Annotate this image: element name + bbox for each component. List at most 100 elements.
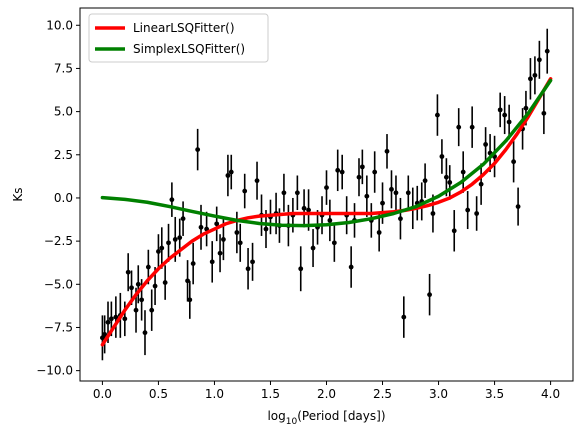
data-point <box>528 76 533 82</box>
data-point <box>324 185 329 190</box>
data-point <box>372 169 378 175</box>
data-point <box>152 283 158 289</box>
data-point <box>135 281 141 287</box>
y-tick-label: 7.5 <box>54 61 73 75</box>
data-point <box>237 240 243 246</box>
data-point <box>225 173 231 178</box>
data-point <box>443 174 449 180</box>
data-point <box>515 204 521 209</box>
data-point <box>187 297 193 303</box>
data-point <box>335 167 341 173</box>
data-point <box>523 105 529 111</box>
x-axis-label-prefix: log <box>267 409 285 423</box>
data-point <box>331 240 337 246</box>
data-point <box>541 110 547 116</box>
x-axis-label-suffix: (Period [days]) <box>297 409 385 423</box>
data-point <box>100 335 105 341</box>
series-line-simplex <box>100 78 553 228</box>
x-tick-label: 0.5 <box>149 387 168 401</box>
data-point <box>294 190 300 196</box>
data-point <box>465 207 471 213</box>
y-axis-label: Ks <box>11 187 25 201</box>
data-point <box>234 230 240 235</box>
x-axis-label-subscript: 10 <box>286 417 298 427</box>
data-point <box>364 193 370 199</box>
data-point <box>169 197 175 203</box>
data-point <box>339 169 345 175</box>
data-point <box>105 319 111 325</box>
legend-box <box>88 13 269 63</box>
data-point <box>281 190 287 196</box>
data-point <box>250 259 255 265</box>
data-point <box>389 186 394 192</box>
data-point <box>435 112 440 118</box>
y-tick-label: −2.5 <box>44 234 73 248</box>
data-point <box>145 264 151 270</box>
y-tick-label: −10.0 <box>36 364 73 378</box>
x-tick-label: 3.0 <box>429 387 448 401</box>
legend-label-simplex: SimplexLSQFitter() <box>133 42 245 56</box>
data-point <box>263 226 269 232</box>
y-tick-label: 10.0 <box>46 18 73 32</box>
data-point <box>405 190 411 196</box>
legend-label-linear: LinearLSQFitter() <box>133 21 235 35</box>
data-point <box>125 269 131 275</box>
y-tick-label: −5.0 <box>44 277 73 291</box>
x-tick-label: 2.5 <box>373 387 392 401</box>
data-point <box>447 180 453 185</box>
legend: LinearLSQFitter() SimplexLSQFitter() <box>88 13 269 63</box>
data-point <box>180 216 186 222</box>
data-point <box>478 181 484 187</box>
x-tick-label: 4.0 <box>541 387 560 401</box>
data-point <box>162 280 168 285</box>
y-tick-label: 5.0 <box>54 105 73 119</box>
data-point <box>422 178 428 184</box>
data-point <box>393 190 399 196</box>
data-point <box>122 316 128 322</box>
data-point <box>139 297 145 303</box>
data-point <box>221 236 226 242</box>
y-tick-label: 0.0 <box>54 191 73 205</box>
data-point <box>430 211 436 216</box>
data-point <box>185 278 190 284</box>
data-point <box>149 307 155 313</box>
x-tick-label: 2.0 <box>317 387 336 401</box>
data-point <box>156 249 161 254</box>
x-tick-label: 3.5 <box>485 387 504 401</box>
data-point <box>356 174 362 180</box>
data-point <box>376 230 382 235</box>
series-line-linear <box>100 77 553 347</box>
data-point <box>469 124 475 130</box>
data-point <box>298 266 304 272</box>
data-point <box>327 218 333 223</box>
data-point <box>102 331 108 337</box>
data-point <box>401 314 407 320</box>
data-point <box>217 250 223 256</box>
data-point <box>113 314 119 320</box>
data-point <box>474 211 480 216</box>
data-point <box>198 224 204 230</box>
data-point <box>497 107 503 113</box>
data-point <box>306 207 311 213</box>
data-point <box>254 178 260 184</box>
data-point <box>129 285 134 291</box>
data-point <box>384 148 390 154</box>
data-point <box>359 164 365 170</box>
data-point <box>451 228 457 234</box>
plot-area <box>100 28 553 361</box>
data-point <box>506 119 512 125</box>
data-point <box>544 48 550 54</box>
data-point <box>159 245 165 251</box>
y-tick-label: −7.5 <box>44 320 73 334</box>
data-point <box>133 307 139 313</box>
data-point <box>460 169 466 175</box>
data-point <box>245 266 251 272</box>
data-point <box>166 240 171 246</box>
data-point <box>456 124 462 130</box>
data-point <box>380 200 385 206</box>
data-point <box>483 142 489 147</box>
data-point <box>190 261 196 266</box>
x-tick-label: 1.5 <box>261 387 280 401</box>
data-point <box>214 221 220 227</box>
